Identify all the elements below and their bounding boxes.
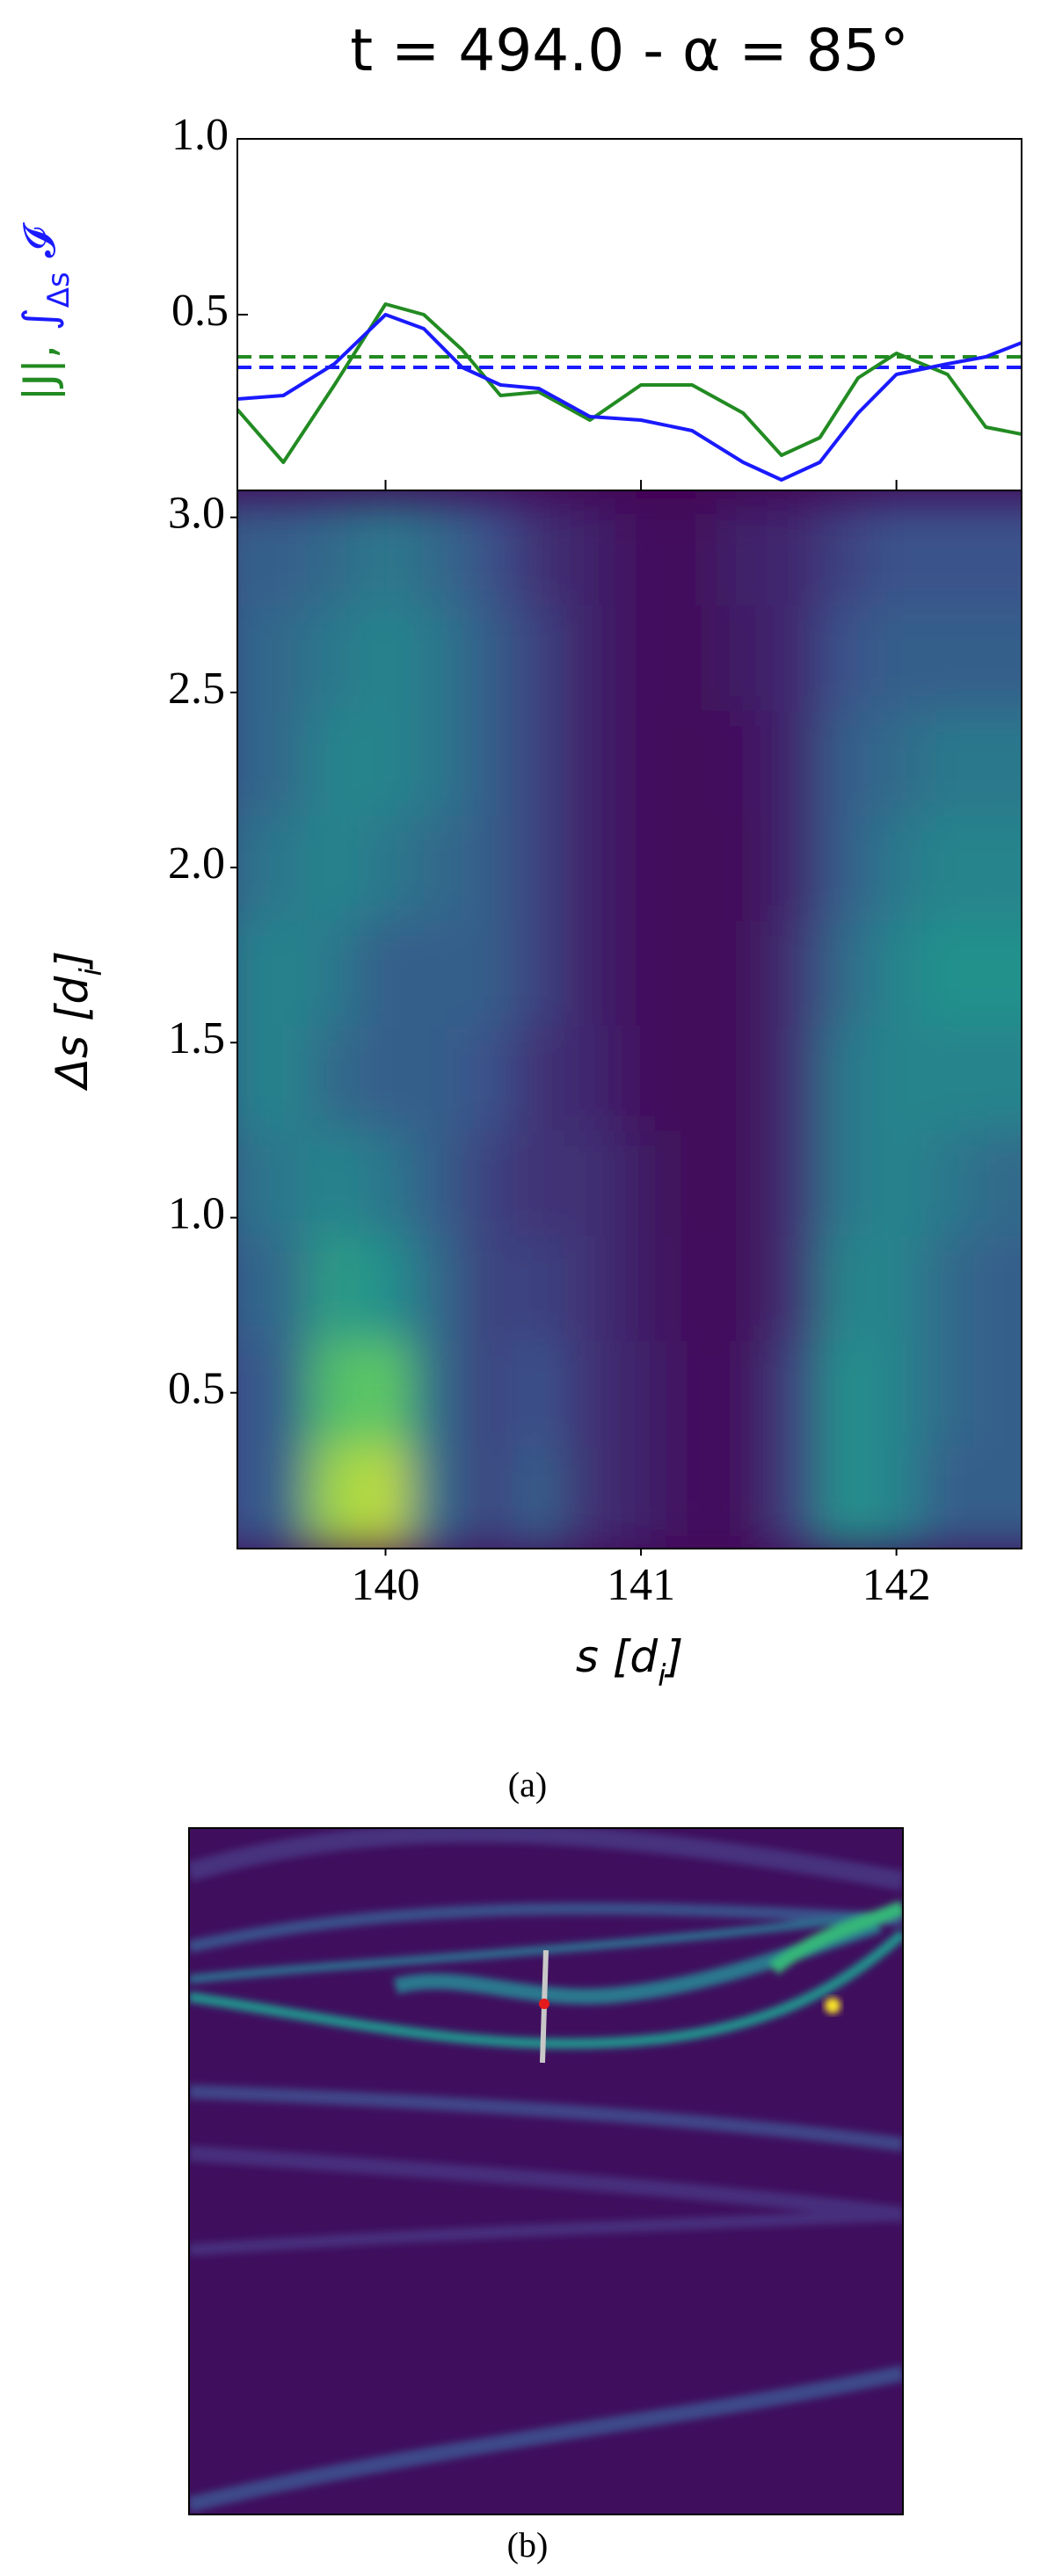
label-part: ∫ xyxy=(14,308,65,330)
label-part: 𝓘 xyxy=(14,221,65,272)
y-tick-label: 0.5 xyxy=(168,1364,225,1414)
x-tick-label: 140 xyxy=(352,1560,420,1610)
x-tick-label: 142 xyxy=(862,1560,931,1610)
heat-cell xyxy=(971,814,1022,921)
heat-cell xyxy=(971,918,1022,1027)
axes-frame xyxy=(236,138,1022,491)
label-part: i xyxy=(658,1658,666,1694)
y-tick-label: 0.5 xyxy=(171,286,229,336)
streak xyxy=(189,1907,903,1984)
y-axis-label: |J|, ∫Δs 𝓘 xyxy=(14,221,76,401)
heat-cell xyxy=(971,1234,1022,1341)
heat-cell xyxy=(971,1128,1022,1237)
heat-cell xyxy=(971,708,1022,816)
heat-cell xyxy=(971,1339,1022,1447)
streak xyxy=(189,2209,903,2256)
streak xyxy=(769,1900,903,1975)
cut-center xyxy=(539,1999,549,2009)
chart-layer: 0.5 1.0 |J|, ∫Δs 𝓘 0.5 1.0 1.5 2.0 2.5 3.0 140 141… xyxy=(14,110,1022,1694)
caption-b: (b) xyxy=(507,2525,549,2565)
heat-cell xyxy=(971,498,1022,606)
label-part: Δs xyxy=(41,272,76,308)
label-part: Δs [d xyxy=(47,976,98,1092)
heat-cell xyxy=(971,1444,1022,1549)
streak xyxy=(189,2365,903,2513)
heat-cell xyxy=(971,1024,1022,1131)
label-part: s [d xyxy=(576,1631,658,1682)
y-tick-label: 2.5 xyxy=(168,664,225,714)
x-axis-label: s [di] xyxy=(576,1631,683,1694)
panel-b-image xyxy=(189,1828,903,2514)
label-part: |J|, xyxy=(14,330,65,401)
caption-a: (a) xyxy=(508,1765,547,1804)
label-part: ] xyxy=(47,951,98,970)
x-tick-label: 141 xyxy=(607,1560,675,1610)
streak xyxy=(189,2085,903,2152)
streak xyxy=(189,1929,903,2050)
label-part: ] xyxy=(665,1631,684,1682)
heatmap-cells xyxy=(237,498,1022,1549)
streak xyxy=(189,2145,903,2223)
label-part: i xyxy=(74,968,109,976)
panel-b-frame xyxy=(188,1827,904,2515)
streak xyxy=(189,1902,903,1953)
heat-cell xyxy=(971,604,1022,711)
y-tick-label: 3.0 xyxy=(168,489,225,539)
y-tick-label: 1.0 xyxy=(171,110,229,160)
axes-frame xyxy=(236,490,1022,1549)
y-tick-label: 1.5 xyxy=(168,1013,225,1063)
y-axis-label: Δs [di] xyxy=(47,951,109,1092)
bright-spot xyxy=(825,1998,840,2014)
chart-title: t = 494.0 - α = 85° xyxy=(350,17,909,84)
y-tick-label: 2.0 xyxy=(168,838,225,889)
image-streaks xyxy=(189,1828,903,2513)
plot-area xyxy=(237,302,1022,482)
streak xyxy=(189,1828,903,1890)
series-line xyxy=(237,302,1022,464)
y-tick-label: 1.0 xyxy=(168,1188,225,1238)
series-line xyxy=(237,313,1022,482)
heatmap xyxy=(237,490,1022,1549)
